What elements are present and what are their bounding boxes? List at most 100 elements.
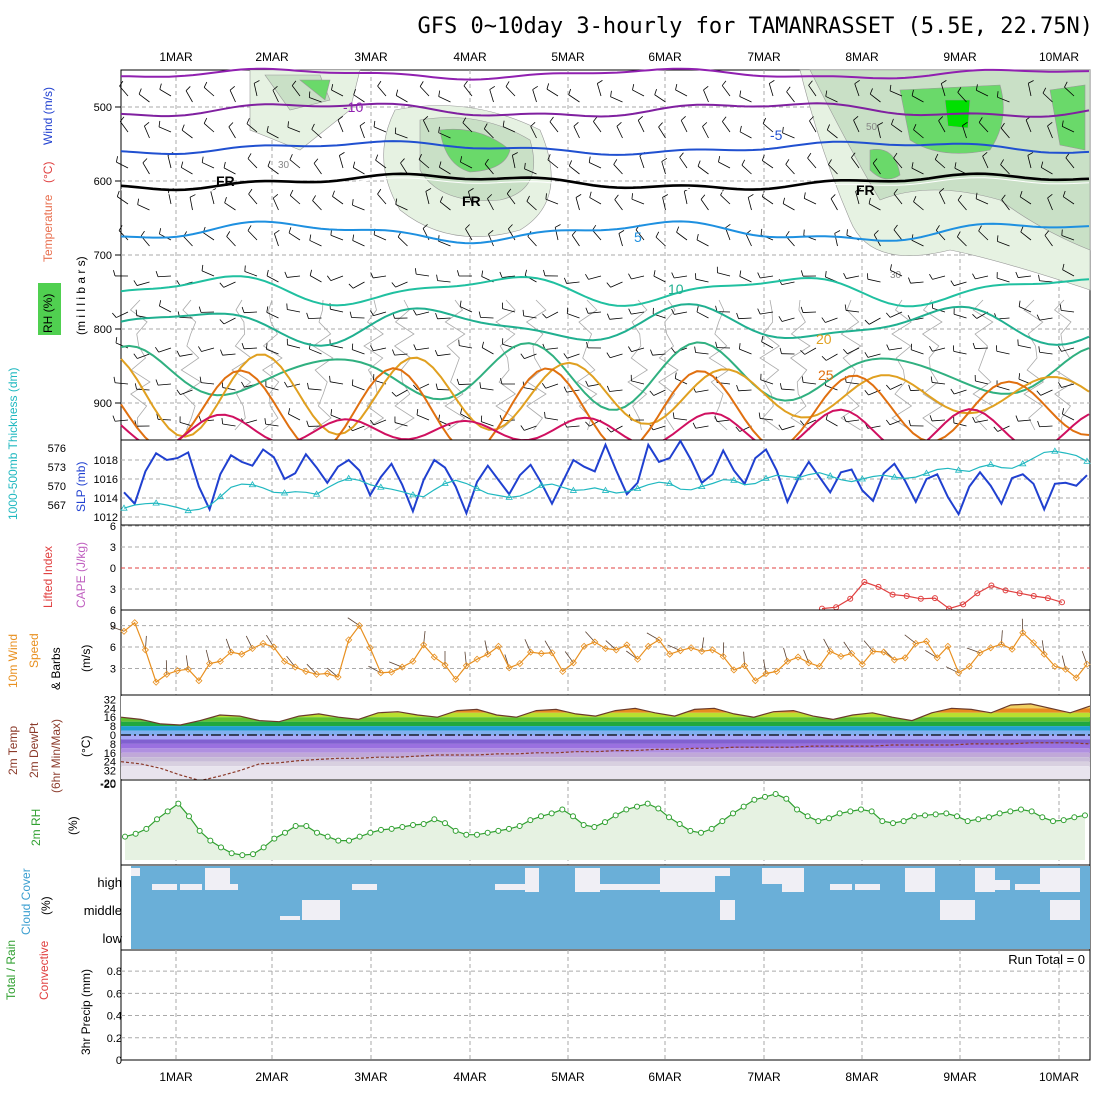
wind-barb-flag xyxy=(653,270,656,277)
lifted-index-markers xyxy=(819,579,1065,612)
wind-barb-flag xyxy=(1000,159,1005,165)
wind-barb-flag xyxy=(524,269,528,276)
wind-barb xyxy=(761,341,774,349)
wind-barb xyxy=(760,418,774,421)
wind-barb xyxy=(189,197,193,211)
wind-barb-flag xyxy=(830,194,836,199)
rh-marker xyxy=(260,844,267,851)
wind-barb-flag xyxy=(568,160,572,167)
wind-barb-flag xyxy=(113,270,116,277)
wind-barb-flag xyxy=(801,376,804,383)
cloud-gap xyxy=(720,900,735,920)
wind-barb-flag xyxy=(438,161,442,168)
wind-barb xyxy=(1039,280,1053,283)
wind-barb xyxy=(890,383,903,390)
wind-barb xyxy=(847,347,860,355)
wind-marker xyxy=(377,669,385,677)
wind-barb-flag xyxy=(800,349,805,355)
date-label: 3MAR xyxy=(354,50,388,64)
rh-marker xyxy=(218,844,224,851)
instability-tick-labels: 6 3 0 3 6 xyxy=(110,521,116,617)
temperature-bottom-label: -20 xyxy=(100,778,116,790)
rh-marker xyxy=(143,825,150,832)
wind-barb xyxy=(696,311,709,319)
wind-barb-flag xyxy=(395,89,399,96)
thickness-marker xyxy=(890,473,899,480)
wind-barb xyxy=(745,234,752,247)
wind-barb xyxy=(158,383,172,386)
wind-barb-flag xyxy=(391,391,397,397)
wind-barb-flag xyxy=(676,226,680,233)
temperature-band xyxy=(121,712,1090,718)
wind-marker xyxy=(452,675,460,683)
rh-marker xyxy=(794,806,800,813)
instability-tick: 6 xyxy=(110,521,116,533)
wind-marker xyxy=(334,673,342,681)
wind-barb-flag xyxy=(219,319,225,325)
wind-barb xyxy=(116,311,129,318)
surface-wind-frame xyxy=(120,609,1091,696)
wind-barb-flag xyxy=(138,88,142,95)
wind-barb xyxy=(913,201,924,211)
wind-barb-flag xyxy=(891,118,894,125)
rh-marker xyxy=(282,829,288,836)
wind-barb xyxy=(136,281,150,286)
wind-barb-flag xyxy=(434,349,438,356)
temperature-tick: 8 xyxy=(110,739,116,751)
wind-barb xyxy=(610,425,623,433)
cloud-level-label: low xyxy=(102,931,122,946)
wind-barb xyxy=(913,129,924,139)
wind-barb xyxy=(938,120,946,133)
wind-barb-flag xyxy=(438,90,441,97)
wind-barb xyxy=(828,164,838,175)
wind-barb xyxy=(1064,86,1075,97)
wind-barb-flag xyxy=(456,378,460,385)
wind-barb-flag xyxy=(929,273,933,280)
wind-marker xyxy=(516,659,524,668)
wind-tick: 3 xyxy=(110,664,116,676)
wind-barb-flag xyxy=(606,352,611,358)
wind-barb-flag xyxy=(782,197,786,204)
rh-top-label: -20 xyxy=(100,779,116,791)
wind-barb xyxy=(781,388,795,391)
temperature-unit-label: (°C) xyxy=(41,162,55,183)
wind-barb-flag xyxy=(597,80,603,84)
rh2m-axis-label: 2m RH xyxy=(29,809,43,846)
wind-marker xyxy=(1040,650,1048,658)
wind-barb xyxy=(484,163,494,175)
wind-barb xyxy=(567,353,580,359)
wind-barb-flag xyxy=(546,83,550,90)
wind-marker xyxy=(313,670,321,678)
wind-barb-flag xyxy=(159,228,162,235)
wind-barb-flag xyxy=(288,408,291,415)
wind-barb-flag xyxy=(606,282,611,288)
wind-barb xyxy=(953,281,967,287)
wind-barb-flag xyxy=(628,346,632,352)
wind-barb-flag xyxy=(808,80,813,86)
pressure-panel: 1018 1016 1014 1012 576 573 570 567 xyxy=(48,439,1091,526)
date-label: 7MAR xyxy=(747,50,781,64)
wind-barb xyxy=(440,201,451,211)
wind-barb-flag xyxy=(142,158,148,164)
thickness-line xyxy=(123,450,1088,512)
thickness-marker xyxy=(601,486,610,493)
wind-barb-flag xyxy=(654,88,657,95)
cloud-gap xyxy=(152,884,177,890)
rh-marker xyxy=(858,806,864,813)
thickness-marker xyxy=(441,479,449,486)
wind-barb xyxy=(652,353,666,356)
pressure-tick: 600 xyxy=(94,176,112,188)
wind-barb-flag xyxy=(439,196,443,203)
rh-marker xyxy=(271,835,278,842)
thickness-marker xyxy=(665,479,674,486)
wind-barb xyxy=(573,126,580,139)
wind-barb-flag xyxy=(112,312,117,318)
wind-barb xyxy=(438,96,451,103)
wind-marker xyxy=(270,643,278,651)
wind-barb xyxy=(782,132,795,139)
wind-barb xyxy=(939,192,946,205)
date-label: 9MAR xyxy=(943,1070,977,1084)
wind-barb-flag xyxy=(416,408,419,415)
wind-barb xyxy=(524,425,537,431)
thickness-marker xyxy=(730,476,738,483)
